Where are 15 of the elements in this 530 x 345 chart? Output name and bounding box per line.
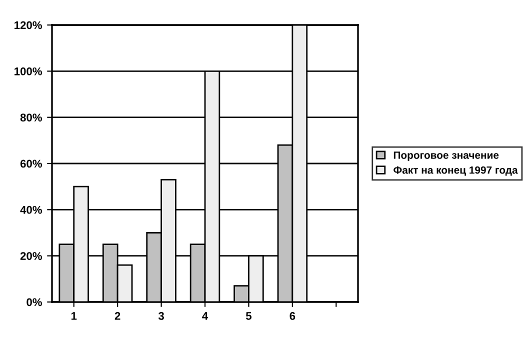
y-tick-label: 60%: [20, 160, 42, 168]
y-tick-label: 40%: [20, 206, 42, 214]
y-tick-label: 80%: [20, 114, 42, 122]
legend-label: Факт на конец 1997 года: [394, 166, 518, 176]
x-tick-label: 4: [202, 312, 208, 320]
x-tick-label: 3: [158, 312, 164, 320]
y-tick-label: 20%: [20, 252, 42, 260]
x-tick-label: 5: [246, 312, 252, 320]
y-tick-label: 100%: [14, 67, 42, 76]
y-tick-label: 120%: [14, 21, 42, 30]
legend-label: Пороговое значение: [394, 152, 499, 161]
x-tick-label: 6: [290, 312, 296, 320]
x-tick-label: 2: [114, 312, 120, 320]
y-tick-label: 0%: [26, 298, 42, 306]
x-tick-label: 1: [71, 312, 77, 320]
